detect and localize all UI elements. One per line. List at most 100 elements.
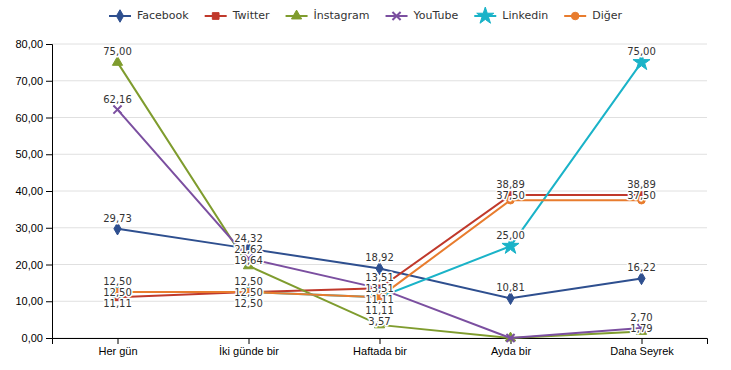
data-label: 12,50 — [103, 287, 132, 298]
grid-line — [52, 227, 707, 228]
x-tick-mark — [249, 338, 250, 344]
x-tick-label: Ayda bir — [491, 345, 531, 357]
y-tick-label: 40,00 — [15, 185, 43, 197]
series — [109, 53, 650, 304]
data-label: 12,50 — [103, 276, 132, 287]
series-marks — [109, 53, 650, 342]
y-tick: 10,00 — [15, 295, 52, 307]
data-label: 37,50 — [496, 190, 525, 201]
legend-symbol — [291, 10, 301, 19]
chart: 0,00 10,00 20,00 30,00 40,00 50,00 60,00 70,00 8… — [0, 0, 731, 370]
y-tick-mark — [46, 301, 52, 302]
y-tick: 50,00 — [15, 148, 52, 160]
data-label: 19,64 — [234, 255, 263, 266]
data-label: 13,51 — [365, 272, 394, 283]
data-label: 1,79 — [630, 323, 652, 334]
data-label: 38,89 — [627, 179, 656, 190]
y-tick: 60,00 — [15, 112, 52, 124]
data-label: 24,32 — [234, 233, 263, 244]
legend-item: Linkedin — [474, 7, 548, 23]
y-tick-mark — [46, 228, 52, 229]
data-label: 38,89 — [496, 179, 525, 190]
x-tick: Haftada bir — [353, 338, 407, 357]
series — [114, 196, 646, 301]
y-tick-mark — [46, 338, 52, 339]
y-tick-label: 50,00 — [15, 148, 43, 160]
data-label: 11,11 — [365, 305, 394, 316]
y-tick-label: 0,00 — [22, 332, 43, 344]
legend-label: YouTube — [413, 9, 459, 22]
y-tick: 20,00 — [15, 259, 52, 271]
y-tick: 80,00 — [15, 38, 52, 50]
series-line — [118, 62, 642, 338]
x-tick-label: Daha Seyrek — [610, 345, 674, 357]
legend-item: Diğer — [564, 9, 622, 22]
data-label: 75,00 — [627, 46, 656, 57]
y-tick-mark — [46, 265, 52, 266]
y-tick-label: 30,00 — [15, 222, 43, 234]
legend-symbol — [392, 12, 400, 20]
y-tick: 0,00 — [22, 332, 52, 344]
series-point — [112, 56, 122, 65]
grid-line — [52, 80, 707, 81]
grid-line — [52, 44, 707, 45]
series — [112, 56, 646, 340]
series — [113, 105, 645, 342]
series — [114, 192, 645, 301]
x-axis-line — [53, 339, 708, 345]
y-tick-label: 60,00 — [15, 112, 43, 124]
legend-item: İnstagram — [286, 9, 370, 22]
legend-symbol — [212, 13, 219, 20]
series-point — [507, 292, 514, 304]
data-label: 12,50 — [234, 298, 263, 309]
data-label: 16,22 — [627, 262, 656, 273]
legend-item: YouTube — [386, 9, 459, 22]
y-tick-mark — [46, 81, 52, 82]
legend-label: Twitter — [232, 9, 270, 22]
legend-symbol — [116, 10, 123, 22]
y-tick-mark — [46, 154, 52, 155]
legend: FacebookTwitterİnstagramYouTubeLinkedinD… — [109, 7, 622, 23]
x-tick-label: İki günde bir — [219, 345, 279, 357]
y-axis-line — [46, 45, 53, 339]
series-point — [113, 105, 121, 113]
grid-line — [52, 191, 707, 192]
y-tick-mark — [46, 118, 52, 119]
grid — [52, 44, 707, 338]
x-tick-label: Haftada bir — [353, 345, 407, 357]
x-tick-mark — [380, 338, 381, 344]
y-tick: 30,00 — [15, 222, 52, 234]
data-label: 10,81 — [496, 282, 525, 293]
data-label: 25,00 — [496, 230, 525, 241]
x-tick: İki günde bir — [219, 338, 279, 357]
legend-label: Diğer — [592, 9, 622, 22]
data-label: 18,92 — [365, 252, 394, 263]
y-tick-label: 20,00 — [15, 259, 43, 271]
data-label: 12,50 — [234, 287, 263, 298]
data-label: 29,73 — [103, 213, 132, 224]
legend-label: İnstagram — [314, 9, 370, 22]
x-tick: Daha Seyrek — [610, 338, 674, 357]
data-label: 12,50 — [234, 276, 263, 287]
series-point — [638, 272, 645, 284]
data-label: 11,11 — [103, 298, 132, 309]
y-tick-mark — [46, 44, 52, 45]
y-tick-label: 70,00 — [15, 75, 43, 87]
data-labels: 75,0062,1629,7312,5012,5011,1124,3221,62… — [103, 46, 656, 334]
legend-symbol — [477, 7, 494, 23]
grid-line — [52, 154, 707, 155]
data-label: 75,00 — [103, 46, 132, 57]
data-label: 2,70 — [630, 312, 652, 323]
series-point — [114, 222, 121, 234]
data-label: 62,16 — [103, 94, 132, 105]
x-axis: Her günİki günde birHaftada birAyda birD… — [53, 338, 708, 357]
x-tick-mark — [642, 338, 643, 344]
legend-label: Linkedin — [502, 9, 548, 22]
series-line — [118, 195, 642, 297]
plot: 0,00 10,00 20,00 30,00 40,00 50,00 60,00 70,00 8… — [15, 38, 707, 357]
y-tick-mark — [46, 191, 52, 192]
series-line — [118, 110, 642, 338]
legend-item: Twitter — [205, 9, 270, 22]
y-tick: 70,00 — [15, 75, 52, 87]
series-line — [118, 200, 642, 297]
